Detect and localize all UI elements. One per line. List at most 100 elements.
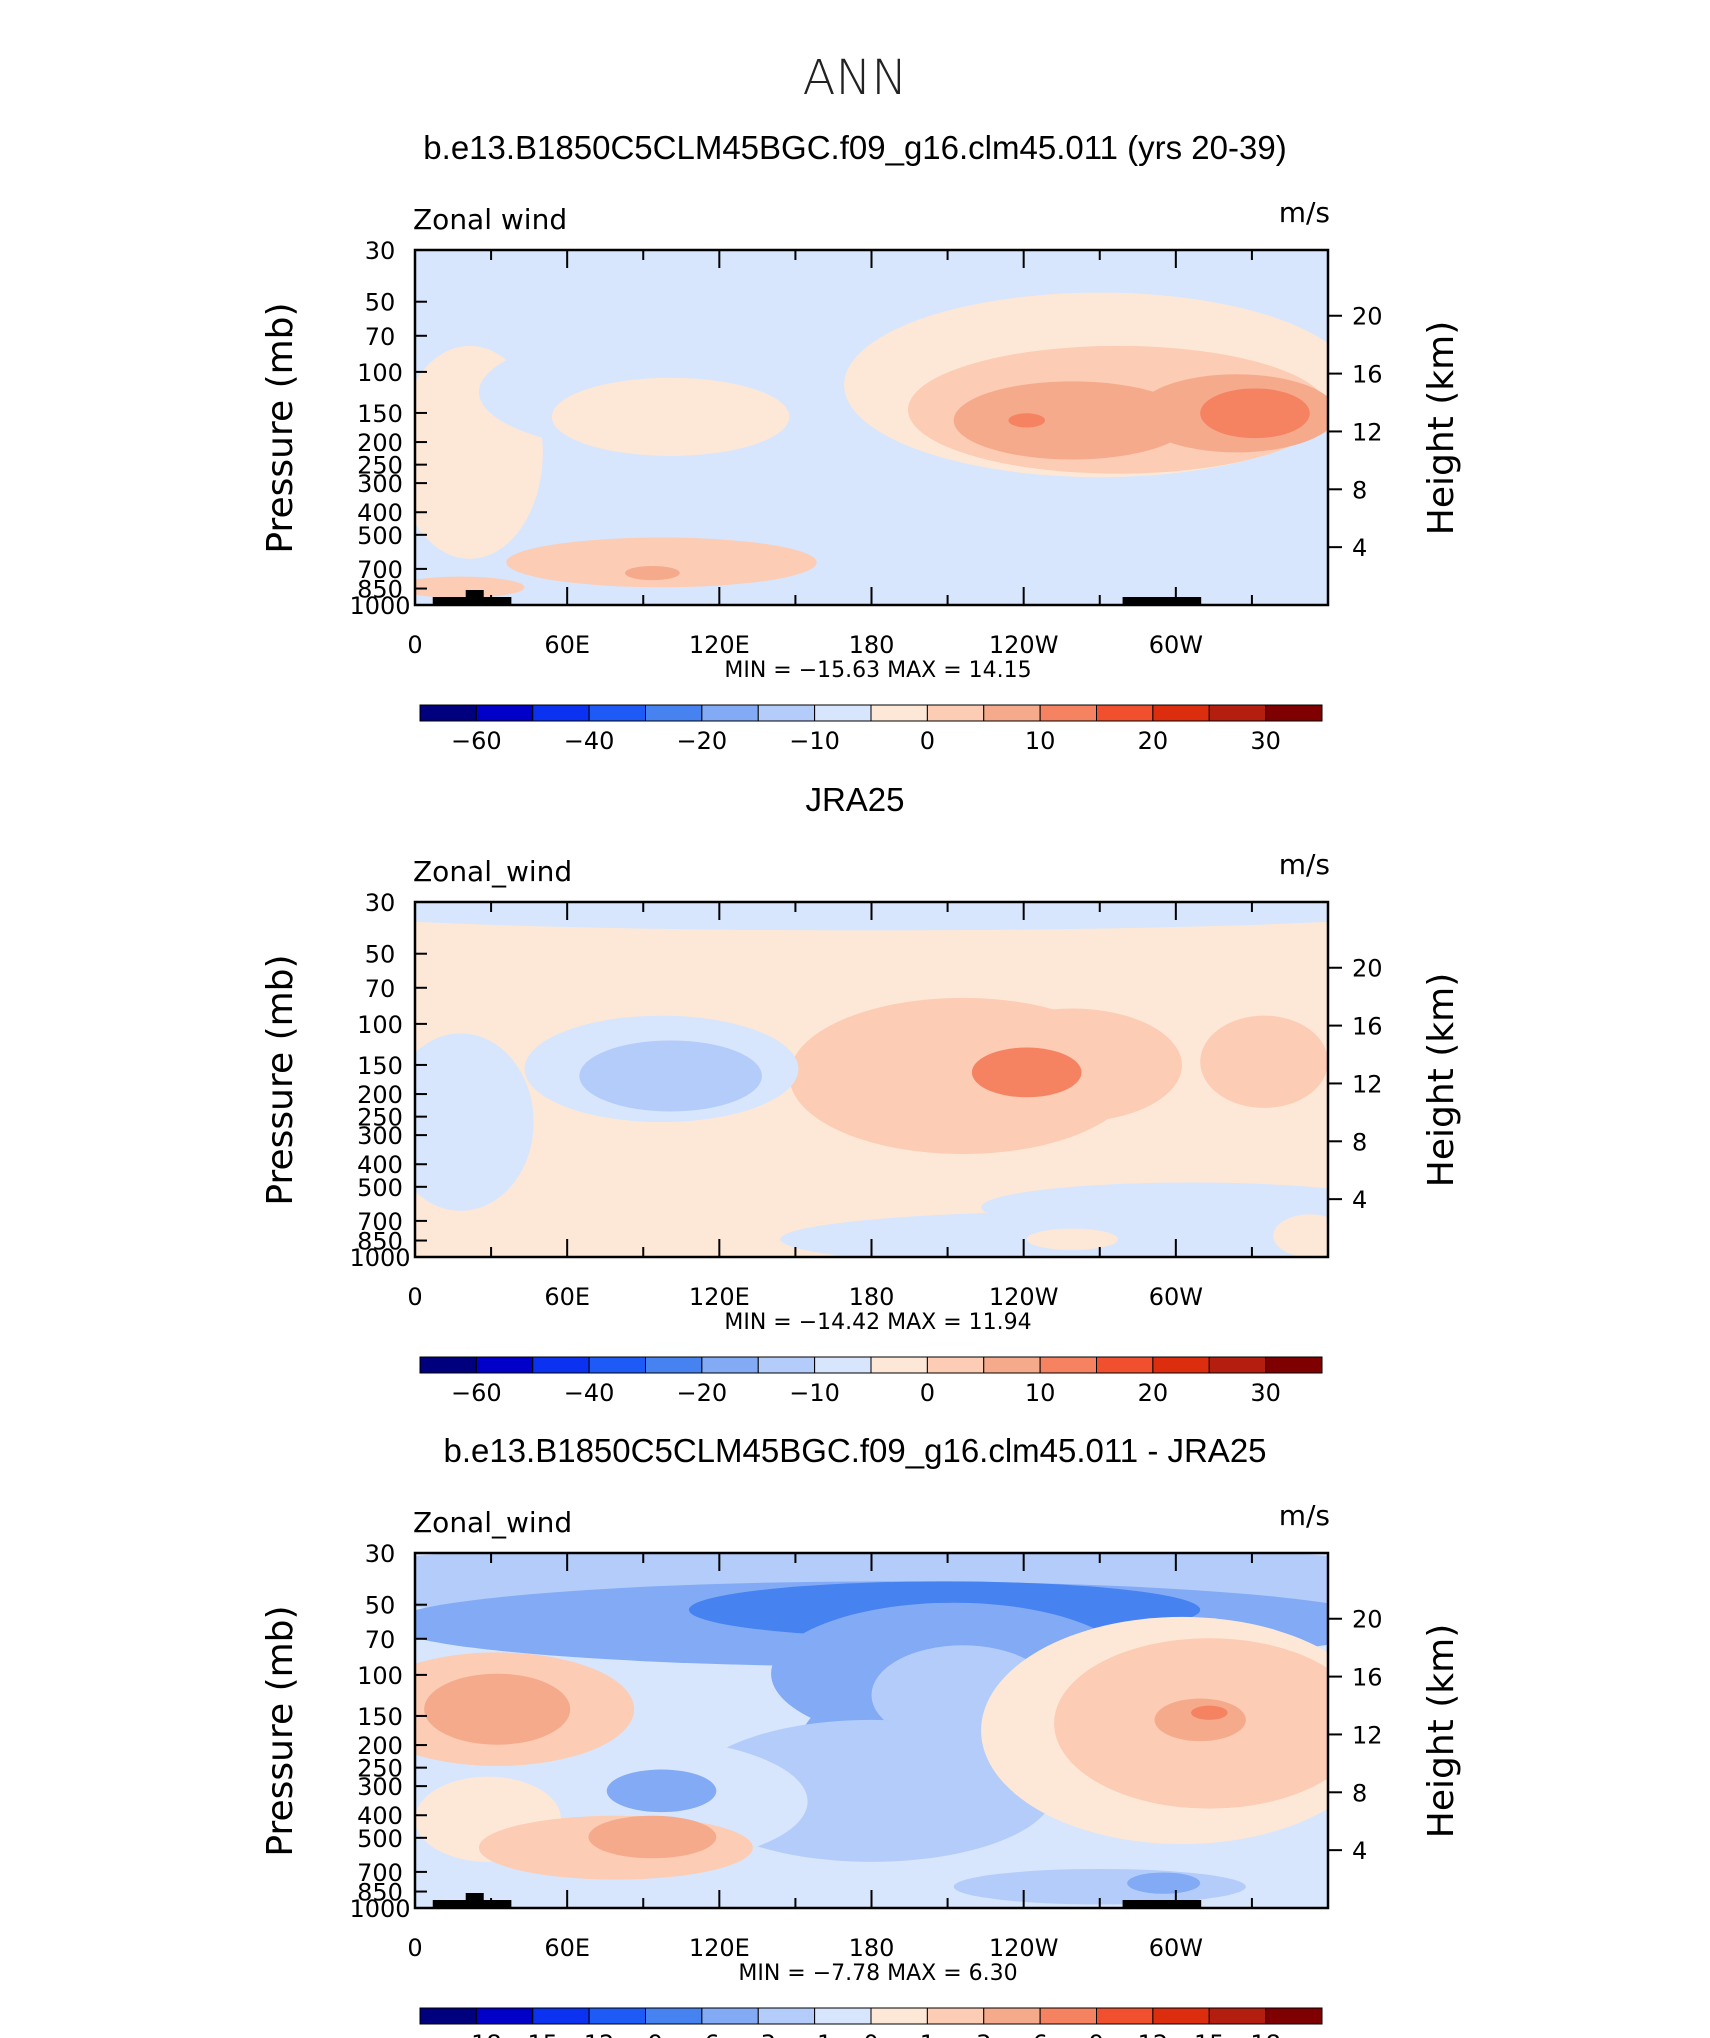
colorbar-label: 15 [1194, 2030, 1225, 2038]
contour-region [488, 1193, 835, 1250]
colorbar-swatch [814, 704, 872, 722]
colorbar-label: 1 [920, 2030, 935, 2038]
season-title: ANN [803, 50, 908, 106]
pressure-tick-label: 70 [365, 975, 396, 1003]
height-tick-label: 8 [1352, 1128, 1367, 1156]
lon-tick-label: 180 [849, 631, 895, 659]
colorbar-swatch [870, 704, 928, 722]
colorbar-swatch [475, 1356, 534, 1374]
topography-peak [465, 590, 484, 605]
lon-tick-label: 0 [407, 631, 422, 659]
colorbar: −60 −40 −20 −10 0 10 20 30 [419, 1356, 1323, 1407]
variable-label: Zonal wind [413, 203, 567, 236]
colorbar-swatch [870, 2007, 928, 2025]
colorbar-swatch [645, 1356, 703, 1374]
colorbar-label: 30 [1250, 727, 1281, 755]
colorbar-label: 10 [1025, 727, 1056, 755]
colorbar-label: −10 [789, 1379, 840, 1407]
pressure-tick-label: 700 [357, 1208, 403, 1236]
contour-region [615, 388, 762, 439]
panel-title: JRA25 [805, 781, 904, 818]
pressure-tick-label: 100 [357, 1011, 403, 1039]
contour-region [1273, 1214, 1328, 1257]
colorbar-swatch [1152, 704, 1210, 722]
colorbar-label: −9 [628, 2030, 663, 2038]
height-tick-label: 4 [1352, 1186, 1367, 1214]
colorbar-swatch [983, 704, 1041, 722]
contour-field [415, 1553, 1328, 1908]
height-tick-label: 4 [1352, 534, 1367, 562]
pressure-tick-label: 30 [365, 1540, 396, 1568]
colorbar-swatch [1208, 704, 1267, 722]
colorbar-swatch [983, 1356, 1041, 1374]
colorbar-swatch [701, 1356, 759, 1374]
lon-tick-label: 0 [407, 1283, 422, 1311]
contour-region [1200, 388, 1310, 439]
pressure-tick-label: 200 [357, 1732, 403, 1760]
colorbar-label: −40 [564, 1379, 615, 1407]
pressure-tick-label: 250 [357, 1755, 403, 1783]
lon-tick-label: 120E [689, 1283, 750, 1311]
lon-tick-label: 60E [544, 1934, 590, 1962]
pressure-tick-label: 1000 [349, 1244, 410, 1272]
lon-tick-label: 60W [1149, 1283, 1203, 1311]
lon-tick-label: 180 [849, 1934, 895, 1962]
colorbar-swatch [926, 1356, 985, 1374]
colorbar-swatch [1208, 1356, 1267, 1374]
colorbar-swatch [1039, 2007, 1097, 2025]
units-label: m/s [1279, 848, 1330, 881]
contour-region [1154, 1698, 1246, 1742]
height-tick-label: 8 [1352, 476, 1367, 504]
lon-tick-label: 120W [989, 1283, 1059, 1311]
height-tick-label: 20 [1352, 955, 1383, 983]
colorbar-swatch [532, 704, 590, 722]
pressure-tick-label: 150 [357, 1703, 403, 1731]
topography-andes [1122, 597, 1202, 605]
colorbar-swatch [983, 2007, 1041, 2025]
lon-tick-label: 120W [989, 1934, 1059, 1962]
y2-axis-title: Height (km) [1421, 1624, 1462, 1838]
pressure-tick-label: 100 [357, 1662, 403, 1690]
contour-region [506, 537, 817, 588]
colorbar-label: −20 [677, 727, 728, 755]
y-axis-title: Pressure (mb) [260, 1605, 301, 1856]
colorbar-label: −60 [451, 1379, 502, 1407]
colorbar-swatch [645, 2007, 703, 2025]
pressure-tick-label: 500 [357, 1174, 403, 1202]
colorbar-label: −15 [507, 2030, 558, 2038]
contour-region [424, 1673, 571, 1745]
colorbar-swatch [1208, 2007, 1267, 2025]
pressure-tick-label: 850 [357, 1879, 403, 1907]
height-tick-label: 4 [1352, 1837, 1367, 1865]
colorbar-swatch [532, 1356, 590, 1374]
colorbar-swatch [475, 2007, 534, 2025]
chart-panel-3: b.e13.B1850C5CLM45BGC.f09_g16.clm45.011 … [260, 1432, 1462, 2038]
pressure-tick-label: 400 [357, 1802, 403, 1830]
pressure-tick-label: 500 [357, 1825, 403, 1853]
colorbar-swatch [701, 2007, 759, 2025]
lon-tick-label: 180 [849, 1283, 895, 1311]
colorbar-label: 20 [1138, 727, 1169, 755]
colorbar-label: 20 [1138, 1379, 1169, 1407]
lon-tick-label: 120W [989, 631, 1059, 659]
contour-region [1200, 1015, 1328, 1108]
height-tick-label: 16 [1352, 1664, 1383, 1692]
pressure-tick-label: 300 [357, 1122, 403, 1150]
colorbar-swatch [757, 704, 816, 722]
lon-tick-label: 120E [689, 1934, 750, 1962]
lon-tick-label: 60E [544, 1283, 590, 1311]
colorbar-label: 12 [1138, 2030, 1169, 2038]
colorbar-label: −60 [451, 727, 502, 755]
colorbar-label: 3 [976, 2030, 991, 2038]
pressure-tick-label: 150 [357, 1052, 403, 1080]
colorbar-swatch [475, 704, 534, 722]
pressure-tick-label: 700 [357, 556, 403, 584]
colorbar-label: −40 [564, 727, 615, 755]
colorbar: −60 −40 −20 −10 0 10 20 30 [419, 704, 1323, 755]
pressure-tick-label: 300 [357, 470, 403, 498]
pressure-tick-label: 70 [365, 1626, 396, 1654]
colorbar-swatch [419, 704, 477, 722]
contour-region [579, 1040, 762, 1112]
colorbar-label: 0 [920, 727, 935, 755]
pressure-tick-label: 500 [357, 522, 403, 550]
